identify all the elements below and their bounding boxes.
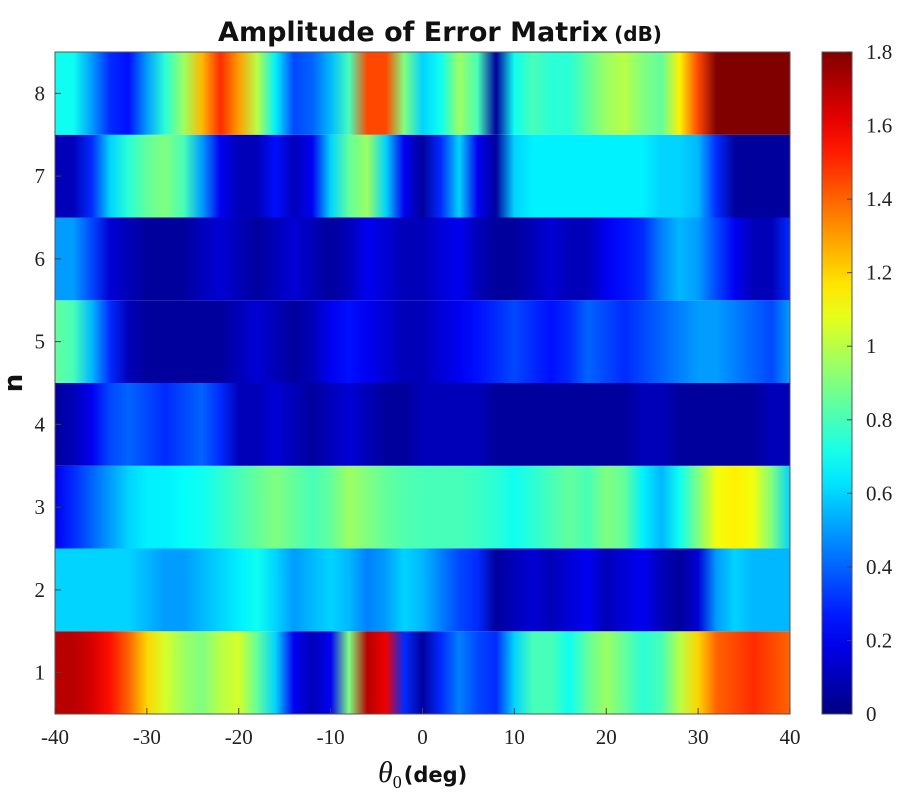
x-axis-label-symbol: θ (378, 756, 393, 789)
colorbar-tick-label: 1.2 (866, 261, 892, 285)
x-tick-label: -10 (317, 725, 345, 749)
x-tick-label: -40 (41, 725, 69, 749)
x-axis-label: θ0(deg) (378, 756, 467, 792)
colorbar (821, 51, 853, 715)
heatmap-row-n6 (55, 217, 790, 301)
heatmap-row-n5 (55, 300, 790, 383)
x-tick-label: -30 (133, 725, 161, 749)
colorbar-tick-label: 0.4 (866, 555, 893, 579)
heatmap-row-n8 (55, 52, 790, 135)
colorbar-ticks: 0 0.2 0.4 0.6 0.8 1 1.2 1.4 1.6 1.8 (847, 40, 893, 726)
x-tick-label: 40 (780, 725, 801, 749)
heatmap-row-n1 (55, 631, 790, 714)
colorbar-tick-label: 0 (866, 702, 877, 726)
colorbar-tick-label: 1.6 (866, 114, 892, 138)
x-tick-label: -20 (225, 725, 253, 749)
y-tick-label: 1 (35, 661, 46, 685)
heatmap-row-n3 (55, 465, 790, 549)
y-tick-label: 7 (35, 164, 46, 188)
colorbar-tick-label: 1.8 (866, 40, 892, 64)
colorbar-tick-label: 1.4 (866, 187, 893, 211)
y-tick-label: 2 (35, 578, 46, 602)
x-tick-label: 0 (417, 725, 428, 749)
x-axis-ticks: -40 -30 -20 -10 0 10 20 30 40 (41, 708, 801, 749)
heatmap-row-n2 (55, 548, 790, 632)
x-axis-label-unit: (deg) (404, 763, 468, 787)
colorbar-tick-label: 0.6 (866, 481, 892, 505)
y-axis-label: n (0, 374, 29, 393)
y-tick-label: 4 (35, 412, 46, 436)
colorbar-tick-label: 1 (866, 334, 877, 358)
chart-title-unit: (dB) (614, 22, 662, 46)
heatmap-row-n4 (55, 383, 790, 466)
y-axis-ticks: 1 2 3 4 5 6 7 8 (35, 81, 61, 685)
y-tick-label: 8 (35, 81, 46, 105)
y-tick-label: 3 (35, 495, 46, 519)
chart-title-text: Amplitude of Error Matrix (218, 17, 608, 48)
x-tick-label: 10 (504, 725, 525, 749)
chart-title: Amplitude of Error Matrix (dB) (218, 17, 662, 48)
y-tick-label: 5 (35, 330, 46, 354)
heatmap-cells (55, 52, 790, 714)
colorbar-tick-label: 0.8 (866, 408, 892, 432)
colorbar-tick-label: 0.2 (866, 628, 892, 652)
heatmap-row-n7 (55, 134, 790, 218)
x-tick-label: 20 (596, 725, 617, 749)
x-axis-label-subscript: 0 (393, 772, 402, 792)
x-tick-label: 30 (688, 725, 709, 749)
y-tick-label: 6 (35, 247, 46, 271)
